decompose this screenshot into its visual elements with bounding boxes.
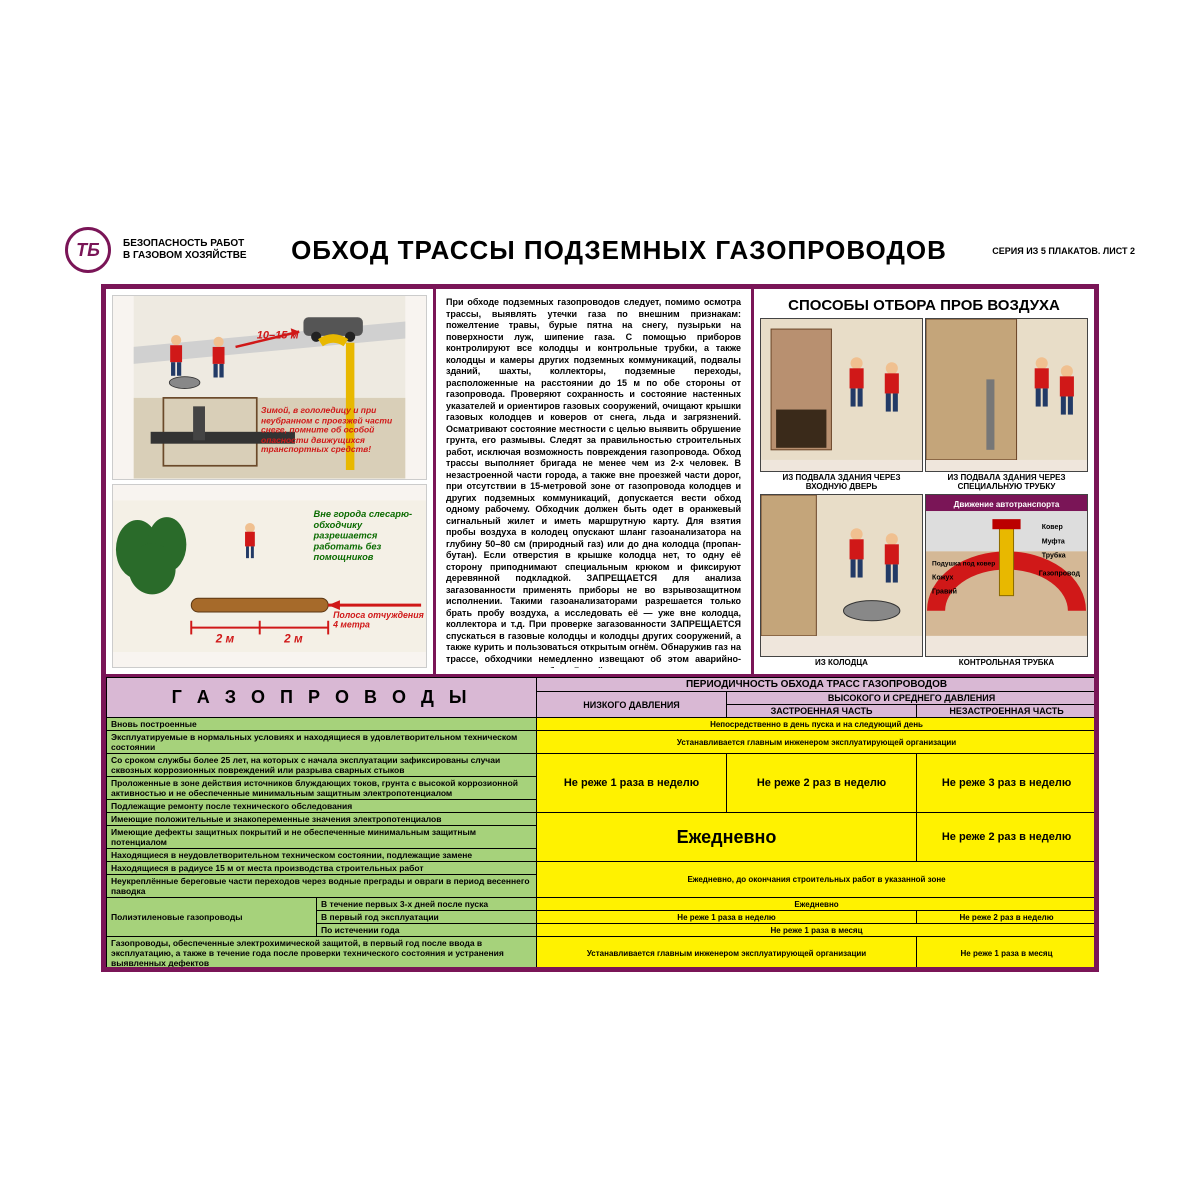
th-high-pressure: ВЫСОКОГО И СРЕДНЕГО ДАВЛЕНИЯ	[727, 692, 1094, 705]
table-cell: Ежедневно, до окончания строительных раб…	[537, 862, 1094, 898]
table-row: Неукреплённые береговые части переходов …	[107, 875, 537, 898]
table-row: В первый год эксплуатации	[317, 911, 537, 924]
sampling-section-title: СПОСОБЫ ОТБОРА ПРОБ ВОЗДУХА	[760, 297, 1088, 314]
table-row: Газопроводы, обеспеченные электрохимичес…	[107, 937, 537, 968]
table-row: Полиэтиленовые газопроводы	[107, 898, 317, 937]
table-cell: Ежедневно	[537, 898, 1094, 911]
table-row: Эксплуатируемые в нормальных условиях и …	[107, 731, 537, 754]
th-unbuilt: НЕЗАСТРОЕННАЯ ЧАСТЬ	[917, 705, 1094, 718]
table-cell: Устанавливается главным инженером эксплу…	[537, 731, 1094, 754]
frequency-table: Г А З О П Р О В О Д Ы ПЕРИОДИЧНОСТЬ ОБХО…	[106, 677, 1094, 967]
svg-text:Движение автотранспорта: Движение автотранспорта	[954, 500, 1060, 509]
svg-text:Трубка: Трубка	[1042, 551, 1066, 559]
header: ТБ БЕЗОПАСНОСТЬ РАБОТ В ГАЗОВОМ ХОЗЯЙСТВ…	[55, 220, 1145, 280]
org-line-2: В ГАЗОВОМ ХОЗЯЙСТВЕ	[123, 250, 247, 261]
th-low-pressure: НИЗКОГО ДАВЛЕНИЯ	[537, 692, 727, 718]
left-column: 10–15 м Зимой, в гололедицу и при неубра…	[106, 289, 436, 674]
table-cell: Не реже 2 раз в неделю	[917, 911, 1094, 924]
svg-text:Подушка под ковер: Подушка под ковер	[932, 560, 995, 567]
svg-text:Ковер: Ковер	[1042, 524, 1063, 531]
org-line-1: БЕЗОПАСНОСТЬ РАБОТ	[123, 238, 244, 249]
th-built: ЗАСТРОЕННАЯ ЧАСТЬ	[727, 705, 917, 718]
svg-text:Гравий: Гравий	[932, 588, 957, 596]
method-caption: ИЗ ПОДВАЛА ЗДАНИЯ ЧЕРЕЗ СПЕЦИАЛЬНУЮ ТРУБ…	[925, 472, 1088, 492]
method-basement-door: ИЗ ПОДВАЛА ЗДАНИЯ ЧЕРЕЗ ВХОДНУЮ ДВЕРЬ	[760, 318, 923, 492]
table-row: По истечении года	[317, 924, 537, 937]
table-row: Подлежащие ремонту после технического об…	[107, 800, 537, 813]
method-manhole: ИЗ КОЛОДЦА	[760, 494, 923, 668]
table-row: Проложенные в зоне действия источников б…	[107, 777, 537, 800]
svg-text:Газопровод: Газопровод	[1039, 571, 1081, 578]
table-cell: Не реже 2 раз в неделю	[727, 754, 917, 813]
table-row: Находящиеся в радиусе 15 м от места прои…	[107, 862, 537, 875]
table-cell: Не реже 1 раза в месяц	[917, 937, 1094, 968]
method-caption: ИЗ ПОДВАЛА ЗДАНИЯ ЧЕРЕЗ ВХОДНУЮ ДВЕРЬ	[760, 472, 923, 492]
table-cell: Не реже 2 раз в неделю	[917, 813, 1094, 862]
page-title: ОБХОД ТРАССЫ ПОДЗЕМНЫХ ГАЗОПРОВОДОВ	[263, 235, 975, 266]
middle-column: При обходе подземных газопроводов следуе…	[436, 289, 754, 674]
method-caption: КОНТРОЛЬНАЯ ТРУБКА	[925, 657, 1088, 668]
zone-width-label: Полоса отчуждения 4 метра	[333, 609, 426, 629]
th-gasopipes: Г А З О П Р О В О Д Ы	[107, 678, 537, 718]
logo-badge: ТБ	[65, 227, 111, 273]
table-cell: Не реже 3 раз в неделю	[917, 754, 1094, 813]
main-frame: 10–15 м Зимой, в гололедицу и при неубра…	[101, 284, 1099, 972]
svg-text:2 м: 2 м	[283, 632, 303, 645]
svg-text:2 м: 2 м	[215, 632, 235, 645]
poster: ТБ БЕЗОПАСНОСТЬ РАБОТ В ГАЗОВОМ ХОЗЯЙСТВ…	[55, 220, 1145, 980]
th-periodicity: ПЕРИОДИЧНОСТЬ ОБХОДА ТРАСС ГАЗОПРОВОДОВ	[537, 678, 1094, 692]
table-cell: Не реже 1 раза в неделю	[537, 911, 917, 924]
table-row: Со сроком службы более 25 лет, на которы…	[107, 754, 537, 777]
table-row: В течение первых 3-х дней после пуска	[317, 898, 537, 911]
table-row: Имеющие дефекты защитных покрытий и не о…	[107, 826, 537, 849]
right-column: СПОСОБЫ ОТБОРА ПРОБ ВОЗДУХА ИЗ ПОДВАЛА З…	[754, 289, 1094, 674]
solo-work-note: Вне города слесарю-обходчику разрешается…	[314, 510, 426, 563]
table-cell: Устанавливается главным инженером эксплу…	[537, 937, 917, 968]
svg-text:Муфта: Муфта	[1042, 538, 1065, 545]
table-cell: Не реже 1 раза в неделю	[537, 754, 727, 813]
winter-warning: Зимой, в гололедицу и при неубранном с п…	[261, 406, 401, 455]
instruction-text: При обходе подземных газопроводов следуе…	[442, 295, 745, 668]
inspection-illustration: 10–15 м Зимой, в гололедицу и при неубра…	[112, 295, 427, 480]
svg-text:Кожух: Кожух	[932, 575, 953, 582]
table-cell: Непосредственно в день пуска и на следую…	[537, 718, 1094, 731]
top-section: 10–15 м Зимой, в гололедицу и при неубра…	[106, 289, 1094, 677]
table-row: Находящиеся в неудовлетворительном техни…	[107, 849, 537, 862]
table-row: Вновь построенные	[107, 718, 537, 731]
method-basement-tube: ИЗ ПОДВАЛА ЗДАНИЯ ЧЕРЕЗ СПЕЦИАЛЬНУЮ ТРУБ…	[925, 318, 1088, 492]
sampling-methods-grid: ИЗ ПОДВАЛА ЗДАНИЯ ЧЕРЕЗ ВХОДНУЮ ДВЕРЬ ИЗ…	[760, 318, 1088, 668]
method-caption: ИЗ КОЛОДЦА	[760, 657, 923, 668]
table-row: Имеющие положительные и знакопеременные …	[107, 813, 537, 826]
table-cell: Ежедневно	[537, 813, 917, 862]
distance-label: 10–15 м	[257, 329, 299, 341]
exclusion-zone-illustration: 2 м 2 м Полоса отчуждения 4 метра Вне го…	[112, 484, 427, 669]
series-label: СЕРИЯ ИЗ 5 ПЛАКАТОВ. ЛИСТ 2	[975, 246, 1135, 256]
table-cell: Не реже 1 раза в месяц	[537, 924, 1094, 937]
org-name: БЕЗОПАСНОСТЬ РАБОТ В ГАЗОВОМ ХОЗЯЙСТВЕ	[123, 238, 263, 262]
method-control-tube: Движение автотранспорта Ковер Муфта Труб…	[925, 494, 1088, 668]
